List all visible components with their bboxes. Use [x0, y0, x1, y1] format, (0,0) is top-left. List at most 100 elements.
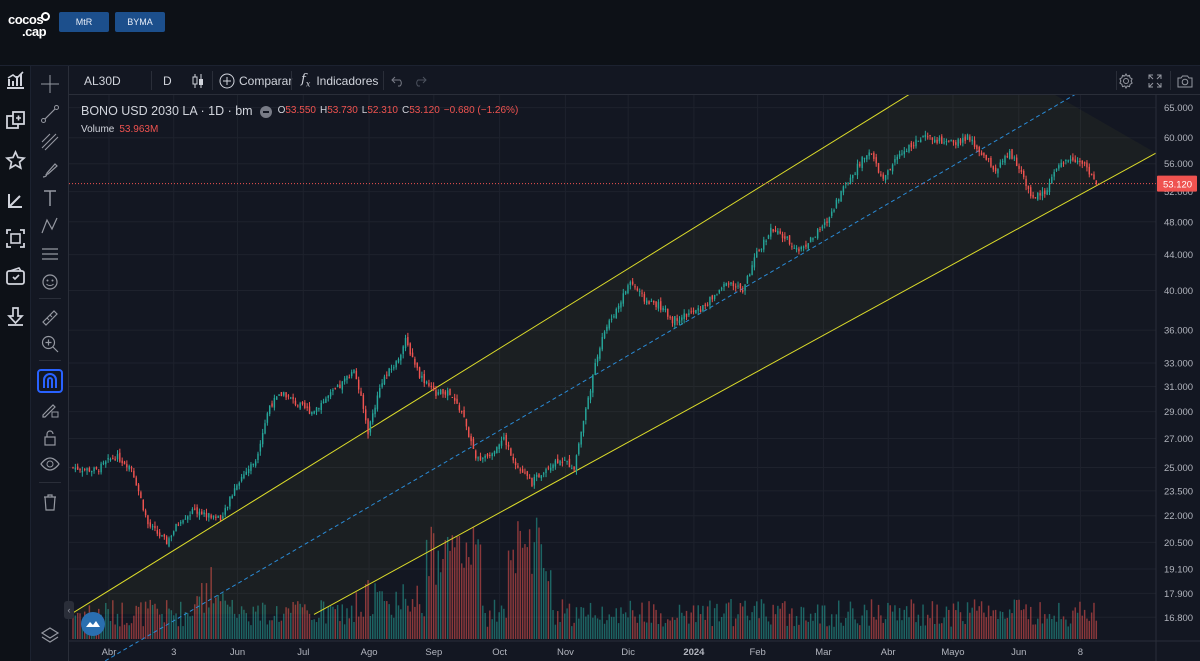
change-value: −0.680 (−1.26%): [443, 105, 519, 116]
expand-icon[interactable]: [1148, 66, 1162, 95]
volume-bar: [1013, 599, 1016, 639]
volume-bar: [383, 601, 386, 639]
undo-icon[interactable]: [391, 66, 405, 95]
candle-body: [1072, 157, 1074, 161]
candle-body: [919, 139, 922, 143]
candle-body: [561, 461, 564, 463]
candle-body: [147, 515, 149, 525]
candle-body: [273, 397, 276, 408]
brush-icon[interactable]: [40, 160, 60, 180]
candle-body: [156, 530, 159, 534]
download-icon[interactable]: [5, 306, 26, 327]
camera-icon[interactable]: [1177, 66, 1193, 95]
trendline-icon[interactable]: [40, 104, 60, 124]
ruler-icon[interactable]: [40, 308, 60, 328]
compare-button[interactable]: Comparar: [219, 66, 292, 95]
low-value: 52.310: [367, 105, 398, 116]
lock-icon[interactable]: [40, 428, 60, 448]
candle-body: [756, 251, 758, 258]
chart-area[interactable]: 65.000 60.000 56.000 52.000 48.000 44.000 40.0…: [64, 50, 1200, 661]
price-chart[interactable]: 65.000 60.000 56.000 52.000 48.000 44.000 40.0…: [69, 50, 1200, 661]
interval-selector[interactable]: D: [163, 73, 172, 88]
cocos-logo[interactable]: cocos .cap: [8, 12, 52, 44]
redo-icon[interactable]: [413, 66, 427, 95]
zoom-in-icon[interactable]: [40, 334, 60, 354]
star-icon[interactable]: [5, 150, 26, 171]
volume-bar: [184, 611, 187, 639]
candle-body: [634, 285, 636, 288]
emoji-icon[interactable]: [40, 272, 60, 292]
candle-body: [179, 522, 182, 524]
fib-icon[interactable]: [40, 132, 60, 152]
transfer-icon[interactable]: [5, 110, 26, 131]
candle-body: [669, 316, 671, 318]
candle-body: [489, 454, 491, 456]
volume-bar: [627, 617, 629, 639]
volume-bar: [456, 536, 458, 639]
pencil-lock-icon[interactable]: [40, 400, 60, 420]
volume-bar: [1062, 616, 1065, 639]
collapse-toolbar-icon[interactable]: ‹: [64, 601, 74, 619]
volume-bar: [250, 625, 252, 639]
candle-body: [212, 515, 215, 518]
candle-body: [545, 469, 547, 473]
symbol-selector[interactable]: AL30D: [84, 73, 121, 88]
volume-bar: [578, 618, 580, 639]
candle-body: [322, 401, 325, 404]
volume-bar: [460, 563, 463, 639]
visibility-toggle-icon[interactable]: [259, 105, 272, 118]
candle-body: [931, 137, 934, 141]
candle-body: [151, 526, 154, 528]
candle-body: [957, 139, 959, 147]
candle-body: [379, 388, 381, 397]
market-button-byma[interactable]: BYMA: [115, 12, 165, 32]
candle-body: [718, 289, 721, 293]
fullscreen-icon[interactable]: [5, 228, 26, 249]
volume-bar: [297, 601, 299, 639]
eye-icon[interactable]: [40, 454, 60, 474]
candle-body: [233, 488, 236, 496]
volume-bar: [130, 623, 133, 639]
candle-body: [695, 309, 697, 314]
arrow-down-left-icon[interactable]: [5, 190, 26, 211]
volume-bar: [367, 580, 369, 639]
settings-gear-icon[interactable]: [1118, 66, 1134, 95]
volume-bar: [219, 601, 222, 639]
layers-icon[interactable]: [40, 626, 60, 646]
volume-bar: [877, 604, 880, 639]
pattern-icon[interactable]: [40, 216, 60, 236]
volume-bar: [599, 619, 601, 639]
candle-body: [966, 134, 969, 140]
volume-bar: [842, 625, 845, 639]
channel-lower-line[interactable]: [313, 152, 1157, 615]
candle-body: [137, 484, 140, 492]
volume-bar: [941, 623, 943, 639]
candle-body: [247, 469, 250, 474]
volume-bar: [1025, 604, 1027, 639]
y-tick-label: 33.000: [1164, 358, 1193, 369]
candle-body: [498, 444, 500, 450]
volume-bar: [245, 613, 248, 639]
text-icon[interactable]: [40, 188, 60, 208]
channel-upper-line[interactable]: [70, 50, 980, 615]
candle-body: [636, 288, 639, 291]
candle-type-icon[interactable]: [191, 66, 205, 95]
trash-icon[interactable]: [40, 492, 60, 512]
indicators-button[interactable]: fx Indicadores: [301, 66, 378, 95]
wallet-icon[interactable]: [5, 266, 26, 287]
volume-bar: [657, 623, 660, 639]
volume-bar: [741, 606, 744, 639]
market-button-mtr[interactable]: MtR: [59, 12, 109, 32]
candle-body: [313, 411, 315, 414]
candle-body: [978, 147, 980, 152]
candle-body: [386, 374, 388, 376]
chart-icon[interactable]: [5, 70, 26, 91]
magnet-icon[interactable]: [37, 369, 63, 393]
crosshair-icon[interactable]: [40, 74, 60, 94]
volume-bar: [823, 605, 826, 639]
volume-bar: [477, 539, 479, 639]
tradingview-logo-icon[interactable]: [81, 612, 105, 636]
volume-bar: [510, 560, 512, 639]
forecast-icon[interactable]: [40, 244, 60, 264]
candle-body: [217, 515, 219, 518]
